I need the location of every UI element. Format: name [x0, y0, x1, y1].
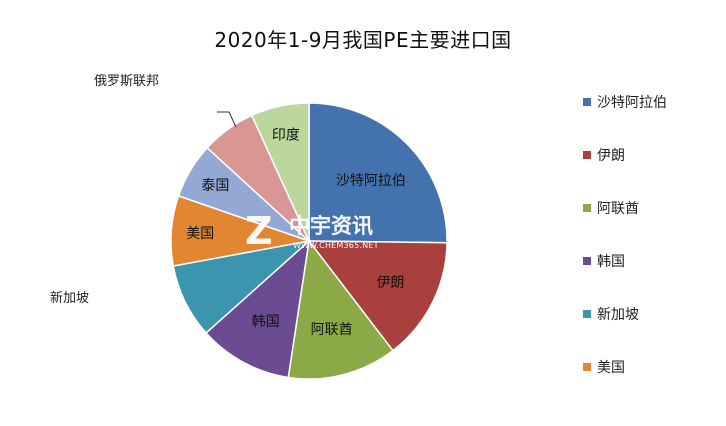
slice-label-0: 沙特阿拉伯 [336, 173, 406, 189]
slice-label-1: 伊朗 [376, 275, 404, 291]
slice-label-8: 印度 [272, 127, 300, 143]
legend-label-usa: 美国 [597, 360, 625, 376]
legend-item-singapore: 新加坡 [583, 304, 723, 324]
legend-item-iran: 伊朗 [583, 145, 723, 165]
legend-label-iran: 伊朗 [597, 148, 625, 164]
leader-line-russia [217, 111, 237, 128]
pie-slice-3 [205, 239, 311, 379]
outside-label-singapore: 新加坡 [50, 291, 90, 306]
legend-label-korea: 韩国 [597, 254, 625, 270]
legend: 沙特阿拉伯 伊朗 阿联酋 韩国 新加坡 美国 [583, 92, 723, 410]
legend-swatch-saudi [583, 98, 591, 106]
legend-swatch-iran [583, 151, 591, 159]
legend-item-uae: 阿联酋 [583, 198, 723, 218]
legend-item-saudi: 沙特阿拉伯 [583, 92, 723, 112]
pie-slice-8 [250, 102, 310, 242]
chart-title: 2020年1-9月我国PE主要进口国 [214, 28, 512, 52]
pie-slice-2 [287, 239, 394, 380]
legend-item-korea: 韩国 [583, 251, 723, 271]
legend-label-uae: 阿联酋 [597, 201, 639, 217]
slice-label-5: 美国 [186, 226, 214, 242]
legend-swatch-uae [583, 204, 591, 212]
legend-swatch-usa [583, 363, 591, 371]
outside-label-russia: 俄罗斯联邦 [94, 74, 160, 89]
slice-label-2: 阿联酋 [311, 321, 353, 338]
legend-swatch-singapore [583, 310, 591, 318]
pie-slice-0 [308, 102, 448, 244]
slice-label-3: 韩国 [252, 314, 280, 330]
legend-label-saudi: 沙特阿拉伯 [597, 95, 667, 111]
legend-swatch-korea [583, 257, 591, 265]
legend-label-singapore: 新加坡 [597, 307, 639, 323]
pie-slice-1 [307, 240, 448, 352]
slice-label-6: 泰国 [201, 178, 229, 194]
legend-item-usa: 美国 [583, 357, 723, 377]
